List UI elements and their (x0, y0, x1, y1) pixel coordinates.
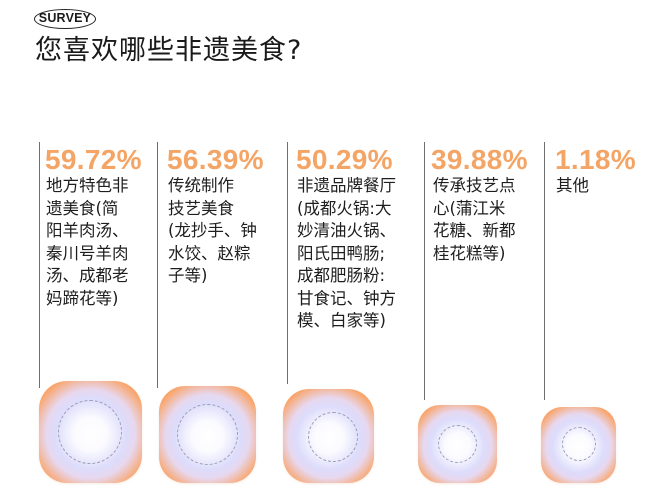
percent-value-2: 56.39% (167, 144, 264, 175)
blob-marker-1 (39, 381, 142, 483)
percent-value-4: 39.88% (431, 144, 528, 175)
divider-line-5 (544, 142, 546, 400)
blob-marker-5 (541, 407, 616, 483)
dashed-ring-4 (438, 425, 477, 463)
survey-badge: SURVEY (34, 9, 96, 29)
dashed-ring-5 (562, 427, 596, 461)
percent-value-5: 1.18% (555, 144, 636, 175)
category-label-4: 传承技艺点 心(蒲江米 花糖、新都 桂花糕等) (433, 176, 516, 263)
percent-value-1: 59.72% (45, 144, 142, 175)
divider-line-2 (157, 142, 159, 388)
category-label-3: 非遗品牌餐厅 (成都火锅:大 妙清油火锅、 阳氏田鸭肠; 成都肥肠粉: 甘食记、… (297, 176, 396, 330)
category-label-2: 传统制作 技艺美食 (龙抄手、钟 水饺、赵粽 子等) (168, 176, 257, 285)
blob-marker-4 (418, 405, 497, 483)
dashed-ring-3 (308, 412, 358, 462)
page-title: 您喜欢哪些非遗美食? (35, 35, 303, 66)
blob-marker-3 (283, 389, 374, 483)
blob-marker-2 (159, 386, 256, 483)
category-label-1: 地方特色非 遗美食(简 阳羊肉汤、 秦川号羊肉 汤、成都老 妈蹄花等) (46, 176, 129, 308)
dashed-ring-2 (177, 404, 238, 465)
divider-line-3 (287, 142, 289, 384)
divider-line-4 (424, 142, 426, 400)
dashed-ring-1 (58, 400, 122, 464)
percent-value-3: 50.29% (296, 144, 393, 175)
category-label-5: 其他 (556, 176, 589, 195)
divider-line-1 (39, 142, 41, 388)
